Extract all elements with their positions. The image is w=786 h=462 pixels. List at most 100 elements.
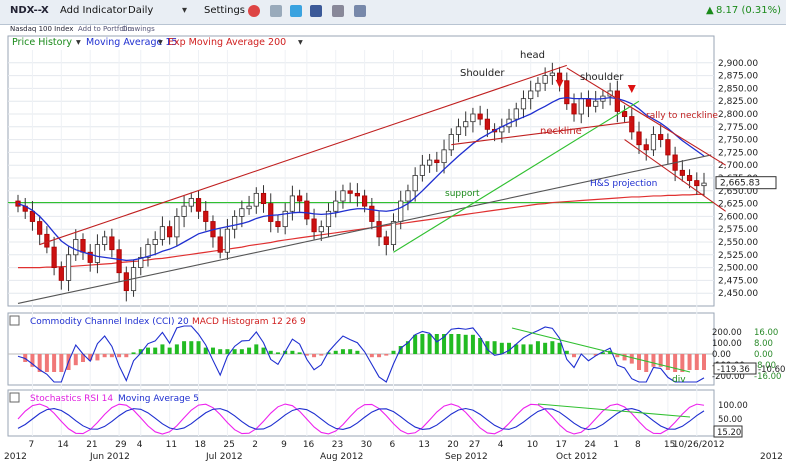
x-tick-label: 4 bbox=[498, 440, 504, 450]
macd-bar bbox=[470, 334, 475, 354]
candle-body bbox=[239, 208, 245, 217]
candle-body bbox=[232, 215, 238, 230]
candle-body bbox=[383, 236, 389, 245]
y-tick-label: 2,450.00 bbox=[718, 289, 758, 299]
alarm-icon[interactable] bbox=[248, 5, 260, 17]
candle-body bbox=[37, 221, 43, 235]
y-tick-label: 2,525.00 bbox=[718, 251, 758, 261]
macd-bar bbox=[694, 354, 699, 370]
candle-body bbox=[58, 267, 64, 281]
print-icon[interactable] bbox=[270, 5, 282, 17]
x-tick-label: 20 bbox=[447, 440, 459, 450]
candle-body bbox=[535, 82, 541, 92]
x-tick-label: 16 bbox=[303, 440, 315, 450]
candle-body bbox=[268, 203, 274, 222]
legend-ema[interactable]: Exp Moving Average 200 bbox=[168, 37, 287, 48]
x-tick-label: 29 bbox=[115, 440, 127, 450]
candle-body bbox=[665, 139, 671, 156]
x-tick-label: 23 bbox=[332, 440, 343, 450]
candle-body bbox=[159, 226, 166, 240]
macd-y-tick: -8.00 bbox=[754, 361, 776, 371]
candle-body bbox=[44, 233, 50, 248]
cci-close-icon bbox=[9, 315, 20, 326]
macd-bar bbox=[145, 347, 150, 354]
y-tick-label: 2,500.00 bbox=[718, 264, 758, 274]
x-tick-label: 30 bbox=[361, 440, 373, 450]
candle-body bbox=[304, 200, 310, 220]
candle-body bbox=[94, 244, 101, 263]
macd-bar bbox=[254, 344, 259, 354]
candle-body bbox=[145, 244, 151, 258]
index-name: Nasdaq 100 Index bbox=[10, 25, 74, 33]
add-portfolio-link[interactable]: Add to Portfolio bbox=[78, 25, 132, 33]
legend-chevron-icon[interactable]: ▾ bbox=[158, 37, 163, 48]
y-tick-label: 2,700.00 bbox=[718, 161, 758, 171]
candle-body bbox=[398, 200, 404, 222]
cci-label: Commodity Channel Index (CCI) 20 bbox=[30, 317, 189, 327]
macd-bar bbox=[644, 354, 649, 372]
macd-y-tick: 8.00 bbox=[754, 339, 773, 349]
candle-body bbox=[578, 98, 584, 115]
twitter-icon[interactable] bbox=[290, 5, 302, 17]
macd-last-label: -10.60 bbox=[758, 365, 785, 375]
macd-bar bbox=[593, 354, 598, 356]
annotation-head: head bbox=[520, 50, 545, 61]
interval-chevron-icon[interactable]: ▾ bbox=[182, 5, 188, 16]
candle-body bbox=[477, 113, 483, 120]
x-tick-label: 10/26/2012 bbox=[673, 440, 725, 450]
interval-select[interactable]: Daily bbox=[128, 5, 154, 16]
legend-chevron-icon[interactable]: ▾ bbox=[298, 37, 303, 48]
x-tick-label: 15 bbox=[664, 440, 675, 450]
price-change: 8.17 (0.31%) bbox=[716, 5, 782, 16]
candle-body bbox=[441, 149, 447, 164]
y-tick-label: 2,725.00 bbox=[718, 148, 758, 158]
cci-last-label: -119.36 bbox=[717, 365, 750, 375]
add-indicator-button[interactable]: Add Indicator bbox=[60, 5, 127, 16]
symbol-input[interactable]: NDX--X bbox=[10, 5, 49, 16]
annotation-shoulder-left: Shoulder bbox=[460, 68, 505, 79]
x-tick-label: 21 bbox=[86, 440, 97, 450]
annotation-support: support bbox=[445, 189, 480, 199]
candle-body bbox=[73, 239, 79, 256]
x-month-label: Aug 2012 bbox=[320, 452, 363, 462]
legend-chevron-icon[interactable]: ▾ bbox=[76, 37, 81, 48]
macd-bar bbox=[658, 354, 663, 367]
macd-bar bbox=[333, 350, 338, 354]
annotation-div: div bbox=[672, 375, 686, 385]
macd-bar bbox=[109, 354, 114, 358]
macd-bar bbox=[203, 347, 208, 354]
legend-moving-average[interactable]: Moving Average 15 bbox=[86, 37, 178, 48]
macd-y-tick: 0.00 bbox=[754, 350, 773, 360]
candle-body bbox=[362, 195, 368, 207]
macd-bar bbox=[30, 354, 35, 367]
facebook-icon[interactable] bbox=[310, 5, 322, 17]
candle-body bbox=[167, 226, 173, 238]
macd-bar bbox=[225, 349, 230, 354]
macd-bar bbox=[232, 349, 237, 354]
macd-bar bbox=[174, 344, 179, 354]
share-icon[interactable] bbox=[332, 5, 344, 17]
drawings-link[interactable]: Drawings bbox=[122, 25, 155, 33]
y-tick-label: 2,550.00 bbox=[718, 238, 758, 248]
chart-toolbar: NDX--X Add Indicator Daily ▾ Settings ▲ … bbox=[0, 0, 786, 25]
candle-body bbox=[585, 98, 592, 107]
divergence-line bbox=[511, 327, 691, 373]
stoch-label: Stochastics RSI 14 bbox=[30, 394, 113, 404]
x-tick-label: 25 bbox=[223, 440, 234, 450]
x-month-label: Sep 2012 bbox=[445, 452, 488, 462]
y-tick-label: 2,775.00 bbox=[718, 123, 758, 133]
candle-body bbox=[51, 246, 57, 268]
candle-body bbox=[195, 198, 202, 212]
legend-price-history[interactable]: Price History bbox=[12, 37, 72, 48]
macd-bar bbox=[348, 349, 353, 354]
mail-icon[interactable] bbox=[354, 5, 366, 17]
x-tick-label: 13 bbox=[418, 440, 429, 450]
stoch-panel-frame bbox=[7, 389, 715, 437]
macd-bar bbox=[543, 342, 548, 354]
macd-bar bbox=[665, 354, 670, 370]
macd-bar bbox=[80, 354, 85, 362]
candle-body bbox=[426, 159, 433, 166]
x-tick-label: 2 bbox=[252, 440, 258, 450]
settings-button[interactable]: Settings bbox=[204, 5, 246, 16]
macd-bar bbox=[405, 341, 410, 354]
